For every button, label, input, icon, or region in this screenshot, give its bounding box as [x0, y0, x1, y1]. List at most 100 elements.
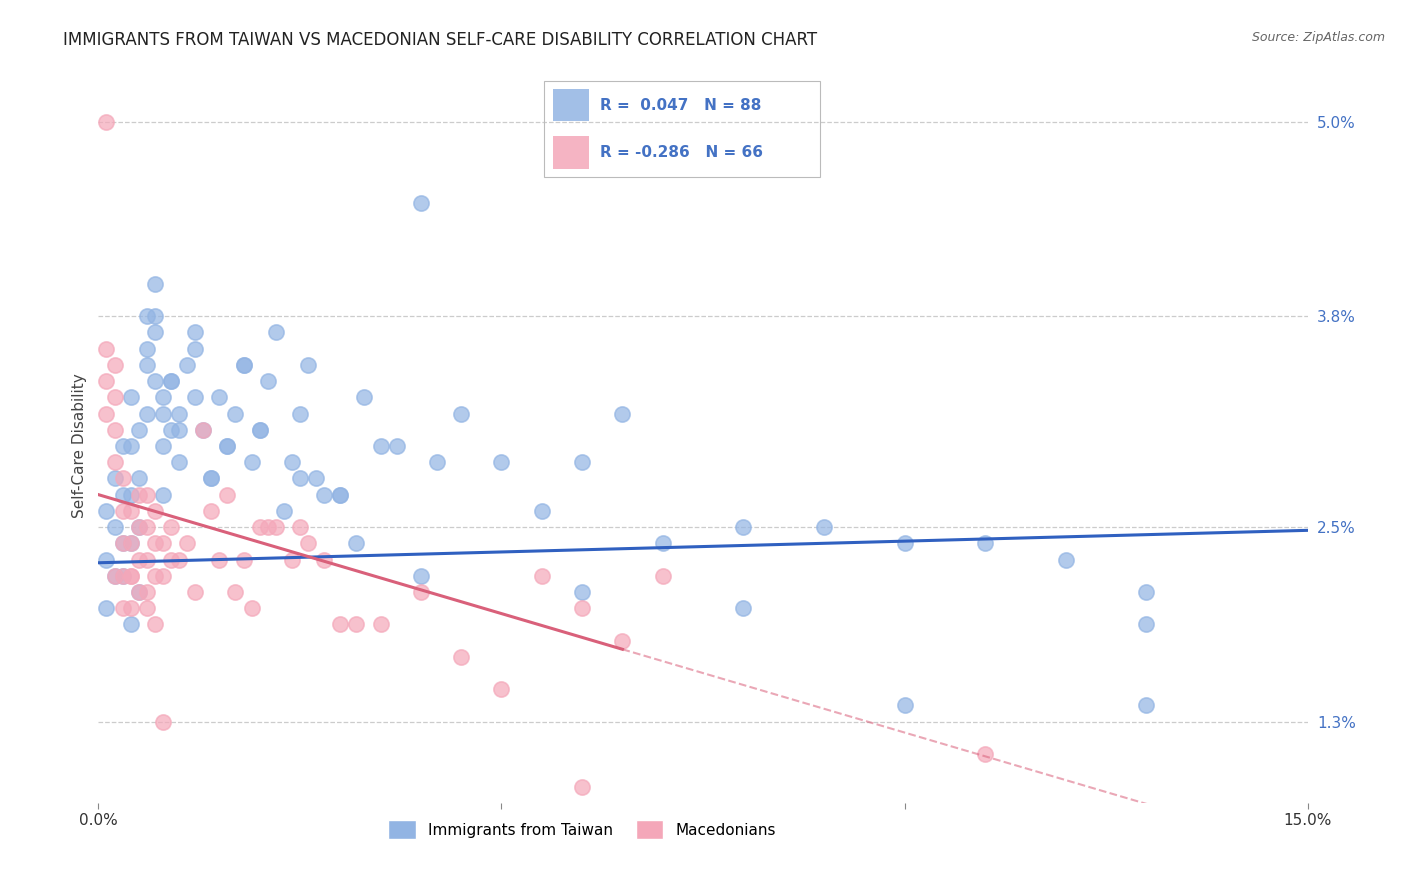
Point — [217, 488, 239, 502]
Point — [184, 390, 207, 404]
Point — [813, 520, 835, 534]
Point — [232, 358, 254, 372]
Point — [1135, 698, 1157, 713]
Point — [128, 520, 150, 534]
Point — [135, 552, 157, 566]
Point — [152, 390, 174, 404]
Point — [288, 471, 311, 485]
Point — [160, 520, 183, 534]
Point — [103, 568, 125, 582]
Point — [135, 520, 157, 534]
Point — [651, 536, 673, 550]
Point — [344, 536, 367, 550]
Point — [264, 326, 287, 340]
Point — [135, 310, 157, 324]
Point — [111, 536, 134, 550]
Point — [111, 601, 134, 615]
Point — [893, 536, 915, 550]
Point — [96, 504, 118, 518]
Point — [1054, 552, 1077, 566]
Point — [224, 585, 246, 599]
Point — [128, 471, 150, 485]
Point — [256, 374, 278, 388]
Point — [152, 568, 174, 582]
Point — [232, 552, 254, 566]
Point — [450, 649, 472, 664]
Point — [128, 423, 150, 437]
Legend: Immigrants from Taiwan, Macedonians: Immigrants from Taiwan, Macedonians — [382, 814, 782, 845]
Point — [96, 342, 118, 356]
Point — [120, 504, 142, 518]
Point — [288, 520, 311, 534]
Point — [288, 407, 311, 421]
Point — [111, 568, 134, 582]
Point — [297, 358, 319, 372]
Point — [103, 455, 125, 469]
Point — [111, 439, 134, 453]
Point — [385, 439, 408, 453]
Point — [135, 342, 157, 356]
Point — [208, 552, 231, 566]
Point — [103, 358, 125, 372]
Point — [974, 536, 997, 550]
Point — [111, 488, 134, 502]
Point — [111, 504, 134, 518]
Point — [193, 423, 215, 437]
Point — [160, 552, 183, 566]
Point — [103, 423, 125, 437]
Bar — [553, 89, 589, 121]
Point — [571, 455, 593, 469]
Point — [571, 585, 593, 599]
Point — [273, 504, 295, 518]
Bar — [553, 136, 589, 169]
Point — [232, 358, 254, 372]
Point — [160, 374, 183, 388]
Point — [184, 326, 207, 340]
Point — [409, 195, 432, 210]
Point — [152, 407, 174, 421]
Point — [314, 552, 336, 566]
Point — [329, 488, 352, 502]
Point — [143, 617, 166, 632]
Point — [491, 455, 513, 469]
Point — [612, 407, 634, 421]
Point — [143, 568, 166, 582]
Point — [152, 439, 174, 453]
Point — [96, 114, 118, 128]
Point — [120, 568, 142, 582]
Point — [217, 439, 239, 453]
Point — [184, 585, 207, 599]
Point — [184, 342, 207, 356]
Point — [281, 552, 304, 566]
Point — [305, 471, 328, 485]
Point — [167, 455, 190, 469]
Point — [135, 407, 157, 421]
Point — [450, 407, 472, 421]
Point — [120, 601, 142, 615]
Point — [152, 536, 174, 550]
Point — [370, 439, 392, 453]
Point — [143, 310, 166, 324]
Point — [152, 714, 174, 729]
Point — [96, 374, 118, 388]
Point — [111, 536, 134, 550]
Point — [111, 568, 134, 582]
Point — [128, 488, 150, 502]
Point — [329, 488, 352, 502]
Point — [128, 585, 150, 599]
Point — [974, 747, 997, 761]
Point — [128, 585, 150, 599]
Point — [733, 601, 755, 615]
Point — [217, 439, 239, 453]
Point — [1135, 585, 1157, 599]
Point — [143, 374, 166, 388]
Point — [370, 617, 392, 632]
Point — [893, 698, 915, 713]
Point — [135, 601, 157, 615]
Point — [103, 568, 125, 582]
Point — [200, 471, 222, 485]
Text: R =  0.047   N = 88: R = 0.047 N = 88 — [600, 98, 762, 112]
Point — [208, 390, 231, 404]
Point — [651, 568, 673, 582]
Point — [143, 536, 166, 550]
